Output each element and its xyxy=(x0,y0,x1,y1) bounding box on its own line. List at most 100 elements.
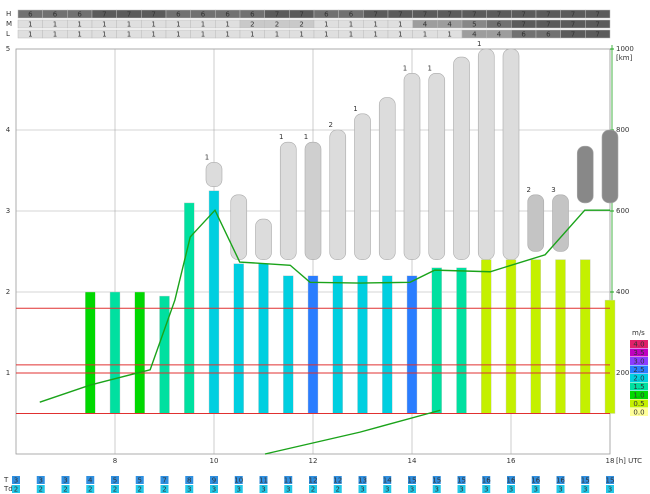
surface-value: 5 xyxy=(138,477,142,485)
surface-cell xyxy=(383,485,392,493)
surface-cell xyxy=(111,476,119,484)
legend-label: 0.0 xyxy=(633,409,644,417)
cloud-cover-value: 6 xyxy=(521,31,526,39)
cloud-cover-value: 6 xyxy=(349,11,354,19)
thermal-bar xyxy=(357,275,368,414)
cloud-cover-value: 6 xyxy=(250,11,255,19)
cloud-cover-value: 7 xyxy=(571,21,575,29)
cloud-cover-value: 7 xyxy=(546,21,550,29)
cloud-cover-value: 6 xyxy=(497,21,502,29)
surface-cell xyxy=(160,476,169,484)
row-label: H xyxy=(6,10,11,18)
surface-cell xyxy=(12,476,20,484)
cloud xyxy=(428,73,446,260)
surface-cell xyxy=(531,485,540,493)
thermal-bar xyxy=(431,267,442,414)
thermal-bar xyxy=(604,299,616,414)
legend-swatch xyxy=(630,399,648,408)
y2-tick-label: 600 xyxy=(616,207,629,215)
x-tick-label: 10 xyxy=(210,457,219,465)
surface-value: 3 xyxy=(261,486,265,494)
cloud xyxy=(576,145,594,204)
cloud-cover-value: 6 xyxy=(176,11,181,19)
thermal-bar xyxy=(481,259,492,414)
cloud-cover-value: 7 xyxy=(275,11,279,19)
cloud-cover-value: 7 xyxy=(423,11,427,19)
row-label: L xyxy=(6,30,10,38)
y-tick-label: 4 xyxy=(6,126,11,134)
cloud-cover-value: 1 xyxy=(324,21,328,29)
thermal-bar xyxy=(134,291,145,414)
surface-cell xyxy=(185,485,194,493)
cloud-cover-value: 7 xyxy=(595,11,599,19)
legend-label: 1.5 xyxy=(633,383,644,391)
cloud xyxy=(403,73,421,260)
surface-value: 3 xyxy=(410,486,414,494)
cloud-cover-value: 7 xyxy=(472,11,476,19)
surface-cell xyxy=(259,485,268,493)
surface-cell xyxy=(531,476,540,484)
surface-value: 14 xyxy=(383,477,392,485)
surface-value: 2 xyxy=(138,486,142,494)
thermal-bar xyxy=(307,275,319,414)
cloud-cover-value: 5 xyxy=(472,21,476,29)
cloud-cover-value: 1 xyxy=(102,31,106,39)
cloud xyxy=(255,218,272,260)
cloud-cover-cell xyxy=(585,9,611,19)
cloud xyxy=(279,141,297,260)
cloud-cover-value: 1 xyxy=(275,31,279,39)
surface-value: 4 xyxy=(88,477,93,485)
cloud-cover-value: 1 xyxy=(398,21,402,29)
surface-value: 3 xyxy=(558,486,562,494)
y-tick-label: 5 xyxy=(6,45,10,53)
cloud-cover-value: 1 xyxy=(225,31,229,39)
cloud xyxy=(477,48,495,260)
surface-value: 3 xyxy=(237,486,241,494)
legend-swatch xyxy=(630,391,648,399)
surface-value: 11 xyxy=(284,477,293,485)
cloud-cover-value: 1 xyxy=(349,31,353,39)
cloud-cover-value: 2 xyxy=(299,21,303,29)
cloud-cover-value: 7 xyxy=(595,31,599,39)
legend-swatch xyxy=(630,408,648,416)
surface-cell xyxy=(606,485,614,493)
cloud-cover-value: 1 xyxy=(77,21,81,29)
cloud-cover-value: 1 xyxy=(373,21,377,29)
thermal-bar xyxy=(505,259,517,414)
cloud-cover-value: 1 xyxy=(127,21,131,29)
surface-value: 3 xyxy=(212,486,216,494)
surface-value: 3 xyxy=(39,477,43,485)
cloud-label: 1 xyxy=(353,105,357,113)
cloud xyxy=(304,141,322,260)
surface-value: 5 xyxy=(113,477,117,485)
surface-cell xyxy=(210,485,218,493)
surface-cell xyxy=(135,476,144,484)
cloud-cover-value: 1 xyxy=(176,21,180,29)
cloud-cover-value: 1 xyxy=(423,31,427,39)
cloud-cover-value: 7 xyxy=(497,11,501,19)
surface-value: 3 xyxy=(484,486,488,494)
cloud-cover-value: 1 xyxy=(299,31,303,39)
thermal-bar xyxy=(530,259,541,414)
cloud-cover-value: 7 xyxy=(127,11,131,19)
surface-cell xyxy=(284,476,293,484)
cloud xyxy=(230,194,248,260)
surface-value: 16 xyxy=(531,477,540,485)
thermal-bar xyxy=(332,275,343,414)
surface-cell xyxy=(333,476,342,484)
surface-cell xyxy=(234,485,243,493)
surface-cell xyxy=(482,476,491,484)
y2-tick-label: 800 xyxy=(616,126,629,134)
thermal-bar xyxy=(456,267,467,414)
cloud xyxy=(552,194,569,252)
surface-cell xyxy=(581,485,590,493)
surface-cell xyxy=(86,485,95,493)
surface-value: 3 xyxy=(360,486,364,494)
cloud-cover-value: 1 xyxy=(28,31,32,39)
cloud-cover-value: 4 xyxy=(497,31,502,39)
cloud-cover-value: 6 xyxy=(77,11,82,19)
surface-value: 3 xyxy=(187,486,191,494)
surface-cell xyxy=(358,476,367,484)
surface-cell xyxy=(259,476,268,484)
